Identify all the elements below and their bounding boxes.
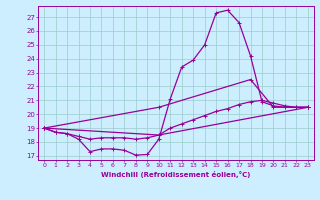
X-axis label: Windchill (Refroidissement éolien,°C): Windchill (Refroidissement éolien,°C) [101,171,251,178]
